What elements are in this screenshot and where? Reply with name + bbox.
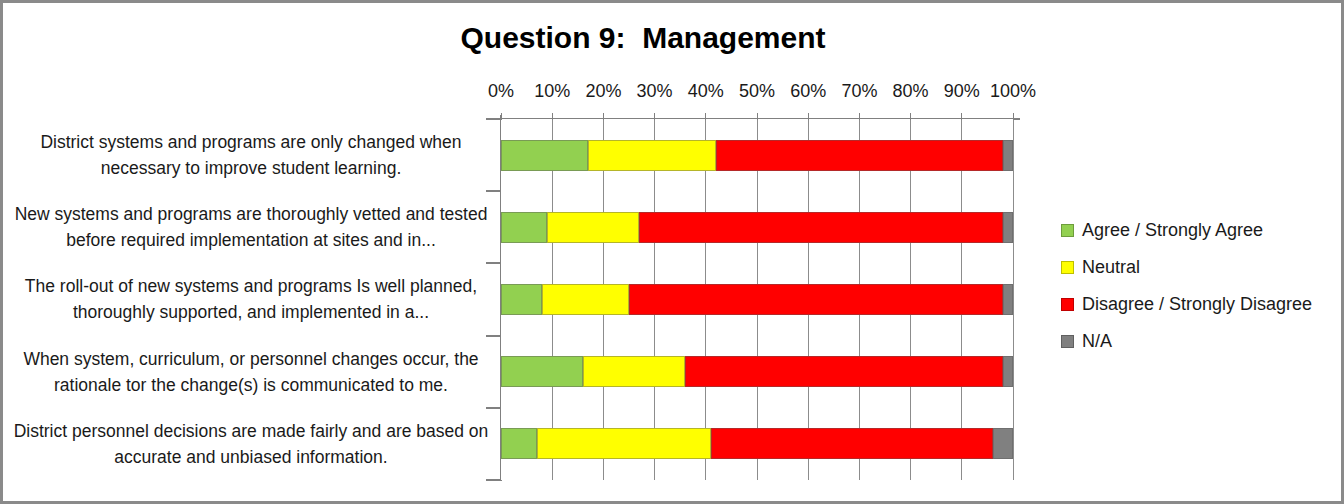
- chart-title: Question 9: Management: [173, 21, 1113, 55]
- legend-label: N/A: [1082, 331, 1112, 352]
- bar-segment-disagree-strongly-disagree: [716, 140, 1003, 171]
- category-label: When system, curriculum, or personnel ch…: [9, 336, 493, 408]
- x-axis-tick: [859, 113, 860, 120]
- category-label: New systems and programs are thoroughly …: [9, 191, 493, 263]
- legend-item: Agree / Strongly Agree: [1061, 212, 1312, 249]
- bar-segment-disagree-strongly-disagree: [711, 428, 993, 459]
- x-axis-tick: [705, 113, 706, 120]
- bar-row: [501, 356, 1013, 387]
- bar-segment-agree-strongly-agree: [501, 356, 583, 387]
- x-axis-tick: [961, 113, 962, 120]
- category-axis-tick: [486, 335, 501, 337]
- bar-segment-n-a: [1003, 212, 1013, 243]
- bar-segment-agree-strongly-agree: [501, 212, 547, 243]
- bar-segment-n-a: [1003, 140, 1013, 171]
- legend-item: N/A: [1061, 323, 1312, 360]
- x-axis-tick-label: 100%: [978, 81, 1048, 102]
- category-label: The roll-out of new systems and programs…: [9, 263, 493, 335]
- legend-swatch-icon: [1061, 335, 1074, 348]
- x-axis-tick: [808, 113, 809, 120]
- bar-segment-neutral: [588, 140, 716, 171]
- bar-segment-n-a: [1003, 356, 1013, 387]
- x-axis-tick: [654, 113, 655, 120]
- legend-swatch-icon: [1061, 224, 1074, 237]
- legend-label: Agree / Strongly Agree: [1082, 220, 1263, 241]
- category-axis-tick: [486, 407, 501, 409]
- category-axis-tick: [486, 262, 501, 264]
- category-labels: District systems and programs are only c…: [9, 119, 493, 480]
- x-axis-tick: [1013, 113, 1014, 120]
- bar-segment-neutral: [547, 212, 639, 243]
- bar-row: [501, 212, 1013, 243]
- bar-segment-n-a: [1003, 284, 1013, 315]
- category-axis-tick: [486, 479, 501, 481]
- bar-segment-disagree-strongly-disagree: [685, 356, 1002, 387]
- legend: Agree / Strongly Agree Neutral Disagree / …: [1061, 212, 1312, 360]
- chart-frame: Question 9: Management 0%10%20%30%40%50%…: [0, 0, 1344, 504]
- legend-label: Neutral: [1082, 257, 1140, 278]
- bar-segment-neutral: [542, 284, 629, 315]
- bar-row: [501, 428, 1013, 459]
- legend-item: Neutral: [1061, 249, 1312, 286]
- legend-swatch-icon: [1061, 261, 1074, 274]
- legend-item: Disagree / Strongly Disagree: [1061, 286, 1312, 323]
- category-label: District systems and programs are only c…: [9, 119, 493, 191]
- bar-segment-agree-strongly-agree: [501, 428, 537, 459]
- bar-segment-agree-strongly-agree: [501, 284, 542, 315]
- bar-row: [501, 284, 1013, 315]
- legend-swatch-icon: [1061, 298, 1074, 311]
- x-axis-tick: [603, 113, 604, 120]
- x-axis-tick: [552, 113, 553, 120]
- x-axis-tick: [910, 113, 911, 120]
- bar-segment-agree-strongly-agree: [501, 140, 588, 171]
- bar-segment-disagree-strongly-disagree: [629, 284, 1003, 315]
- bar-segment-disagree-strongly-disagree: [639, 212, 1003, 243]
- category-axis-tick: [486, 118, 501, 120]
- legend-label: Disagree / Strongly Disagree: [1082, 294, 1312, 315]
- bar-segment-neutral: [583, 356, 685, 387]
- x-axis-tick: [757, 113, 758, 120]
- bar-segment-neutral: [537, 428, 711, 459]
- bar-row: [501, 140, 1013, 171]
- bar-segment-n-a: [993, 428, 1013, 459]
- category-label: District personnel decisions are made fa…: [9, 408, 493, 480]
- category-axis-tick: [486, 190, 501, 192]
